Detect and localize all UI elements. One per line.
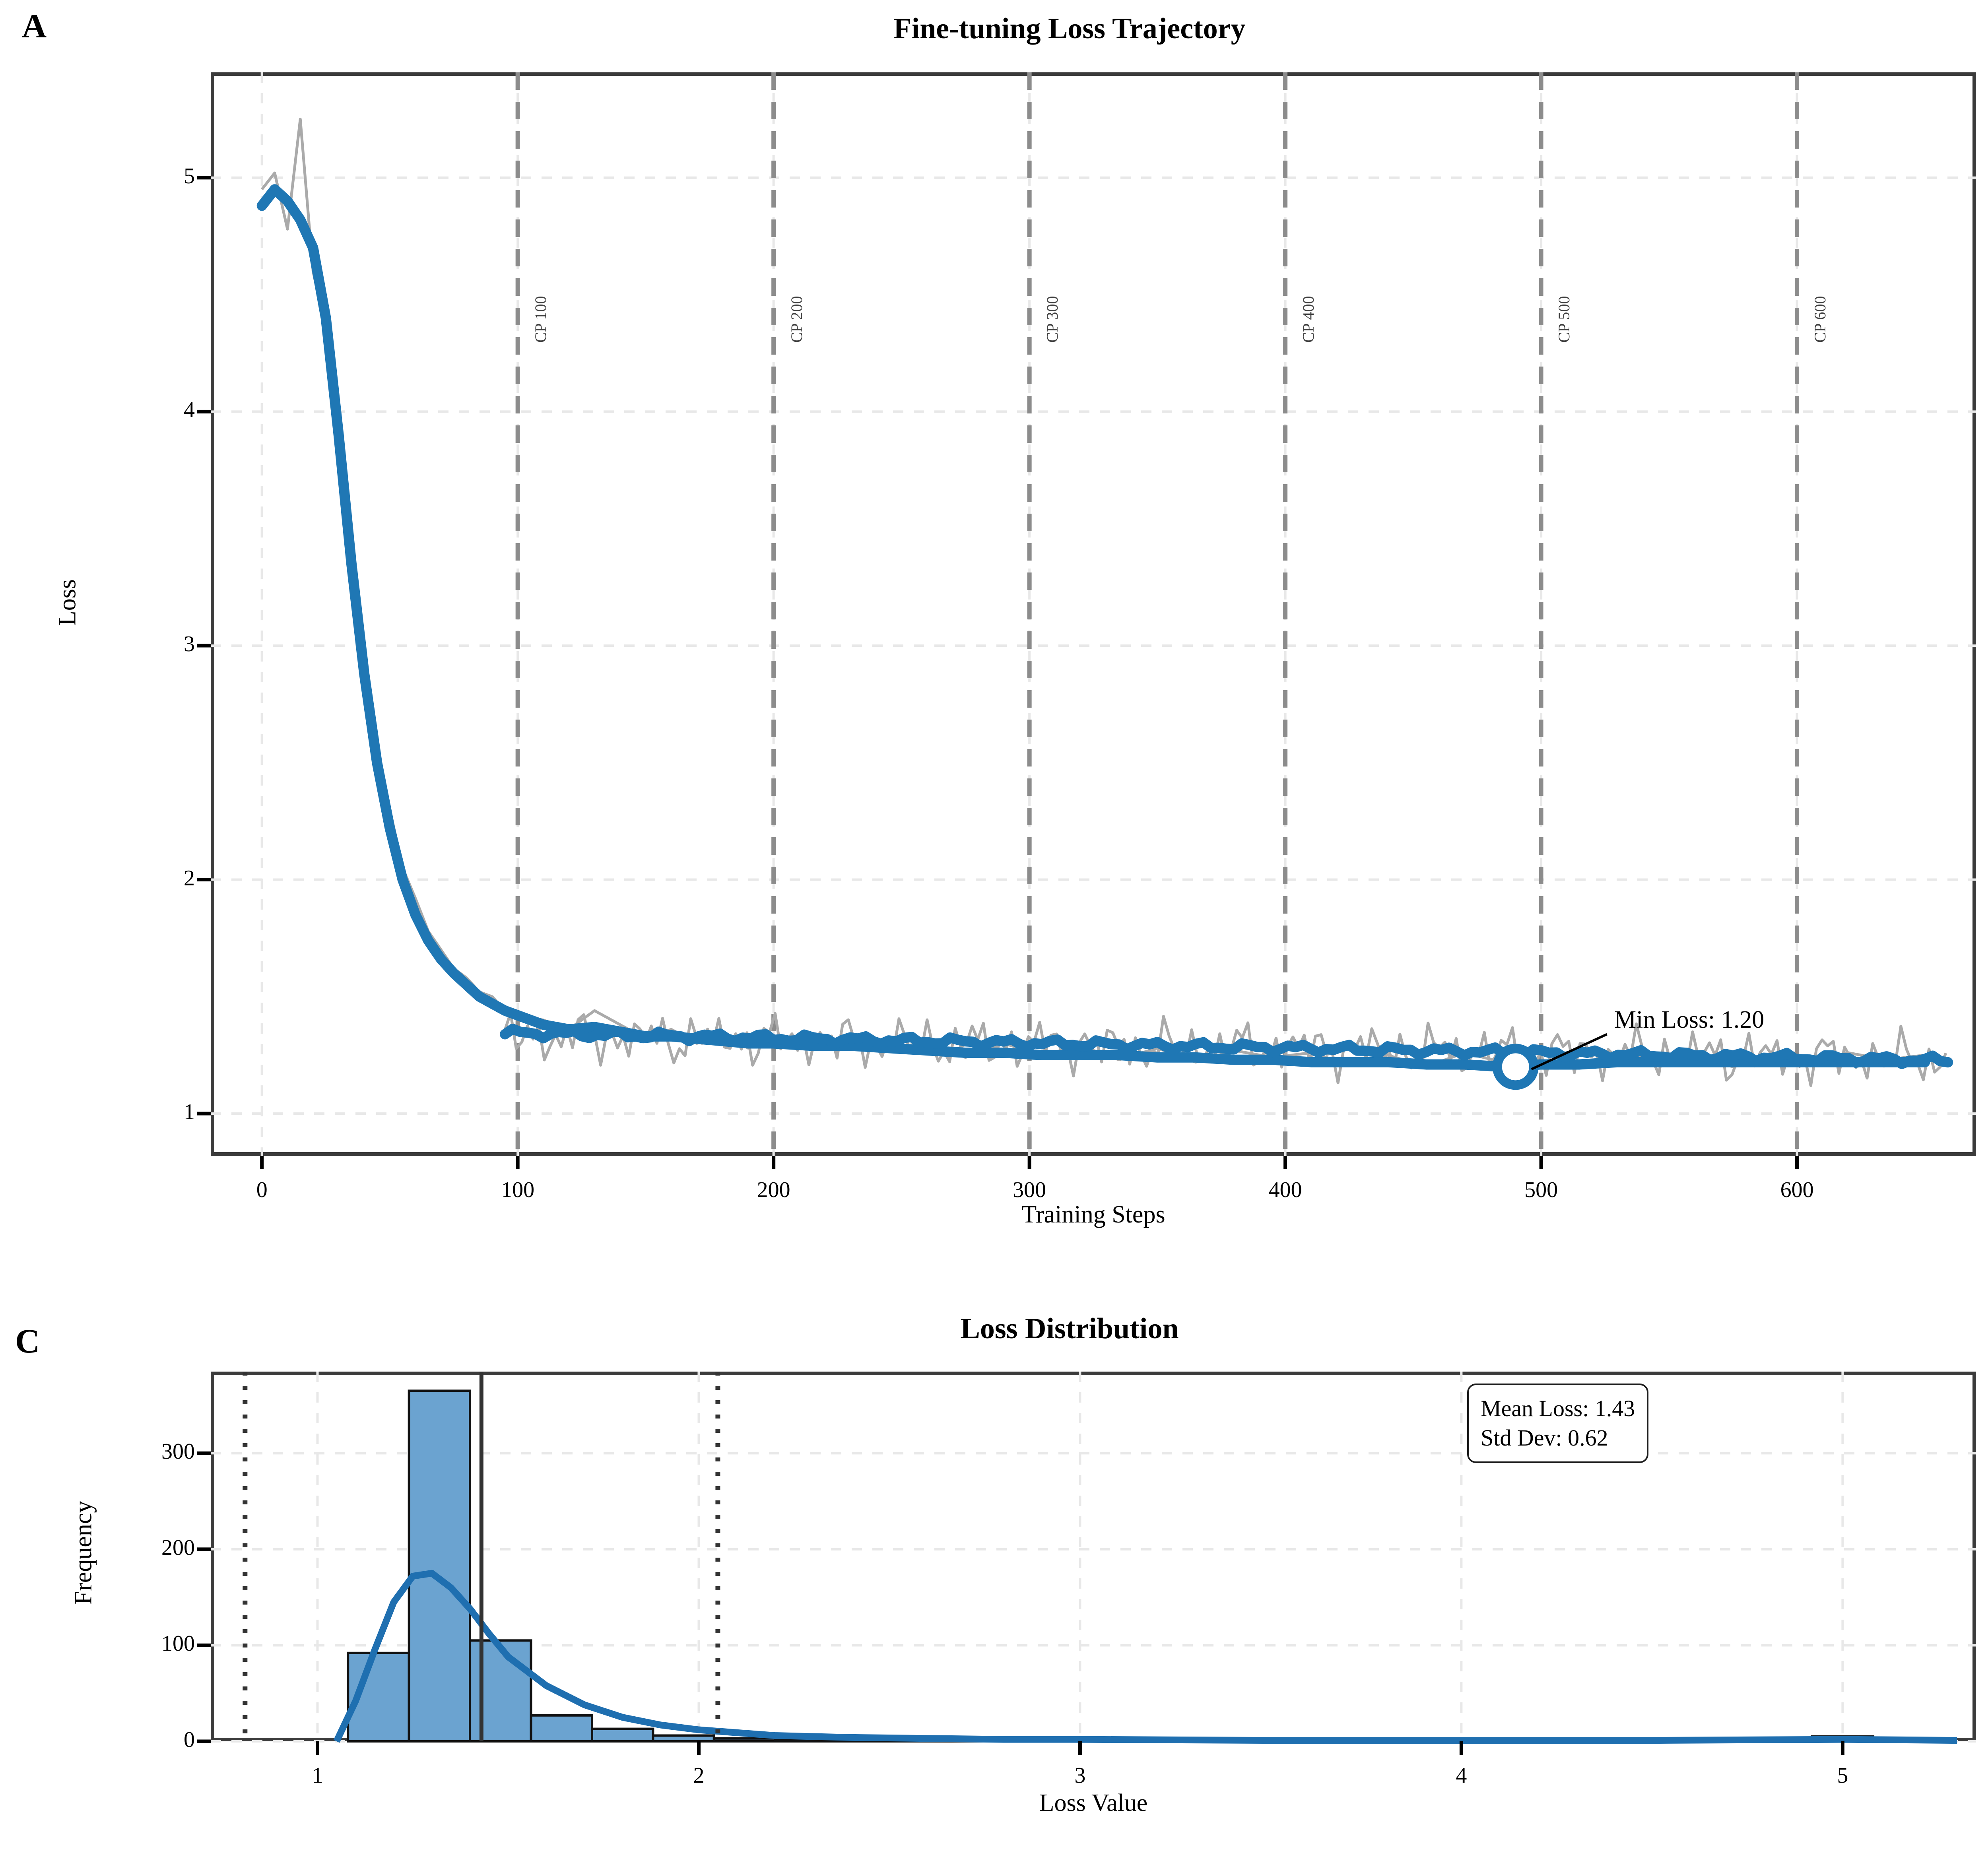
- y-tick-a-4: 4: [184, 398, 195, 423]
- panel-c-xlabel: Loss Value: [1039, 1789, 1148, 1816]
- panel-a-axes: [211, 72, 1976, 1156]
- x-tick-c-2: 2: [693, 1763, 705, 1788]
- x-tick-a-200: 200: [757, 1178, 790, 1202]
- x-tick-a-600: 600: [1780, 1178, 1814, 1202]
- panel-label-a: A: [22, 7, 47, 45]
- x-tick-a-0: 0: [256, 1178, 268, 1202]
- panel-label-c: C: [15, 1322, 40, 1360]
- y-tick-a-3: 3: [184, 631, 195, 656]
- y-tick-a-2: 2: [184, 865, 195, 891]
- y-tick-c-300: 300: [161, 1439, 195, 1464]
- y-tick-c-200: 200: [161, 1535, 195, 1560]
- stats-box: Mean Loss: 1.43 Std Dev: 0.62: [1467, 1384, 1649, 1463]
- x-tick-a-300: 300: [1013, 1178, 1046, 1202]
- y-tick-c-0: 0: [184, 1727, 195, 1752]
- kde-curve: [333, 1570, 1957, 1744]
- stat-std-dev: Std Dev: 0.62: [1481, 1425, 1608, 1451]
- panel-title-a: Fine-tuning Loss Trajectory: [893, 12, 1246, 45]
- smoothed-loss-tail: [500, 1024, 1953, 1069]
- panel-a-xlabel: Training Steps: [1021, 1201, 1165, 1228]
- annotation-arrow: [1531, 1033, 1607, 1071]
- panel-title-c: Loss Distribution: [960, 1312, 1179, 1345]
- x-tick-a-500: 500: [1524, 1178, 1558, 1202]
- x-tick-c-3: 3: [1074, 1763, 1086, 1788]
- x-tick-c-5: 5: [1837, 1763, 1848, 1788]
- y-tick-a-5: 5: [184, 163, 195, 188]
- panel-a-annotation: Min Loss: 1.20: [1614, 1006, 1765, 1033]
- stat-mean-loss: Mean Loss: 1.43: [1481, 1395, 1635, 1421]
- x-tick-a-400: 400: [1268, 1178, 1302, 1202]
- y-tick-c-100: 100: [161, 1631, 195, 1656]
- x-tick-c-1: 1: [312, 1763, 323, 1788]
- x-tick-c-4: 4: [1456, 1763, 1467, 1788]
- x-tick-a-100: 100: [501, 1178, 535, 1202]
- histogram-bar: [530, 1714, 593, 1743]
- histogram-bar: [408, 1389, 472, 1743]
- y-tick-a-1: 1: [184, 1100, 195, 1125]
